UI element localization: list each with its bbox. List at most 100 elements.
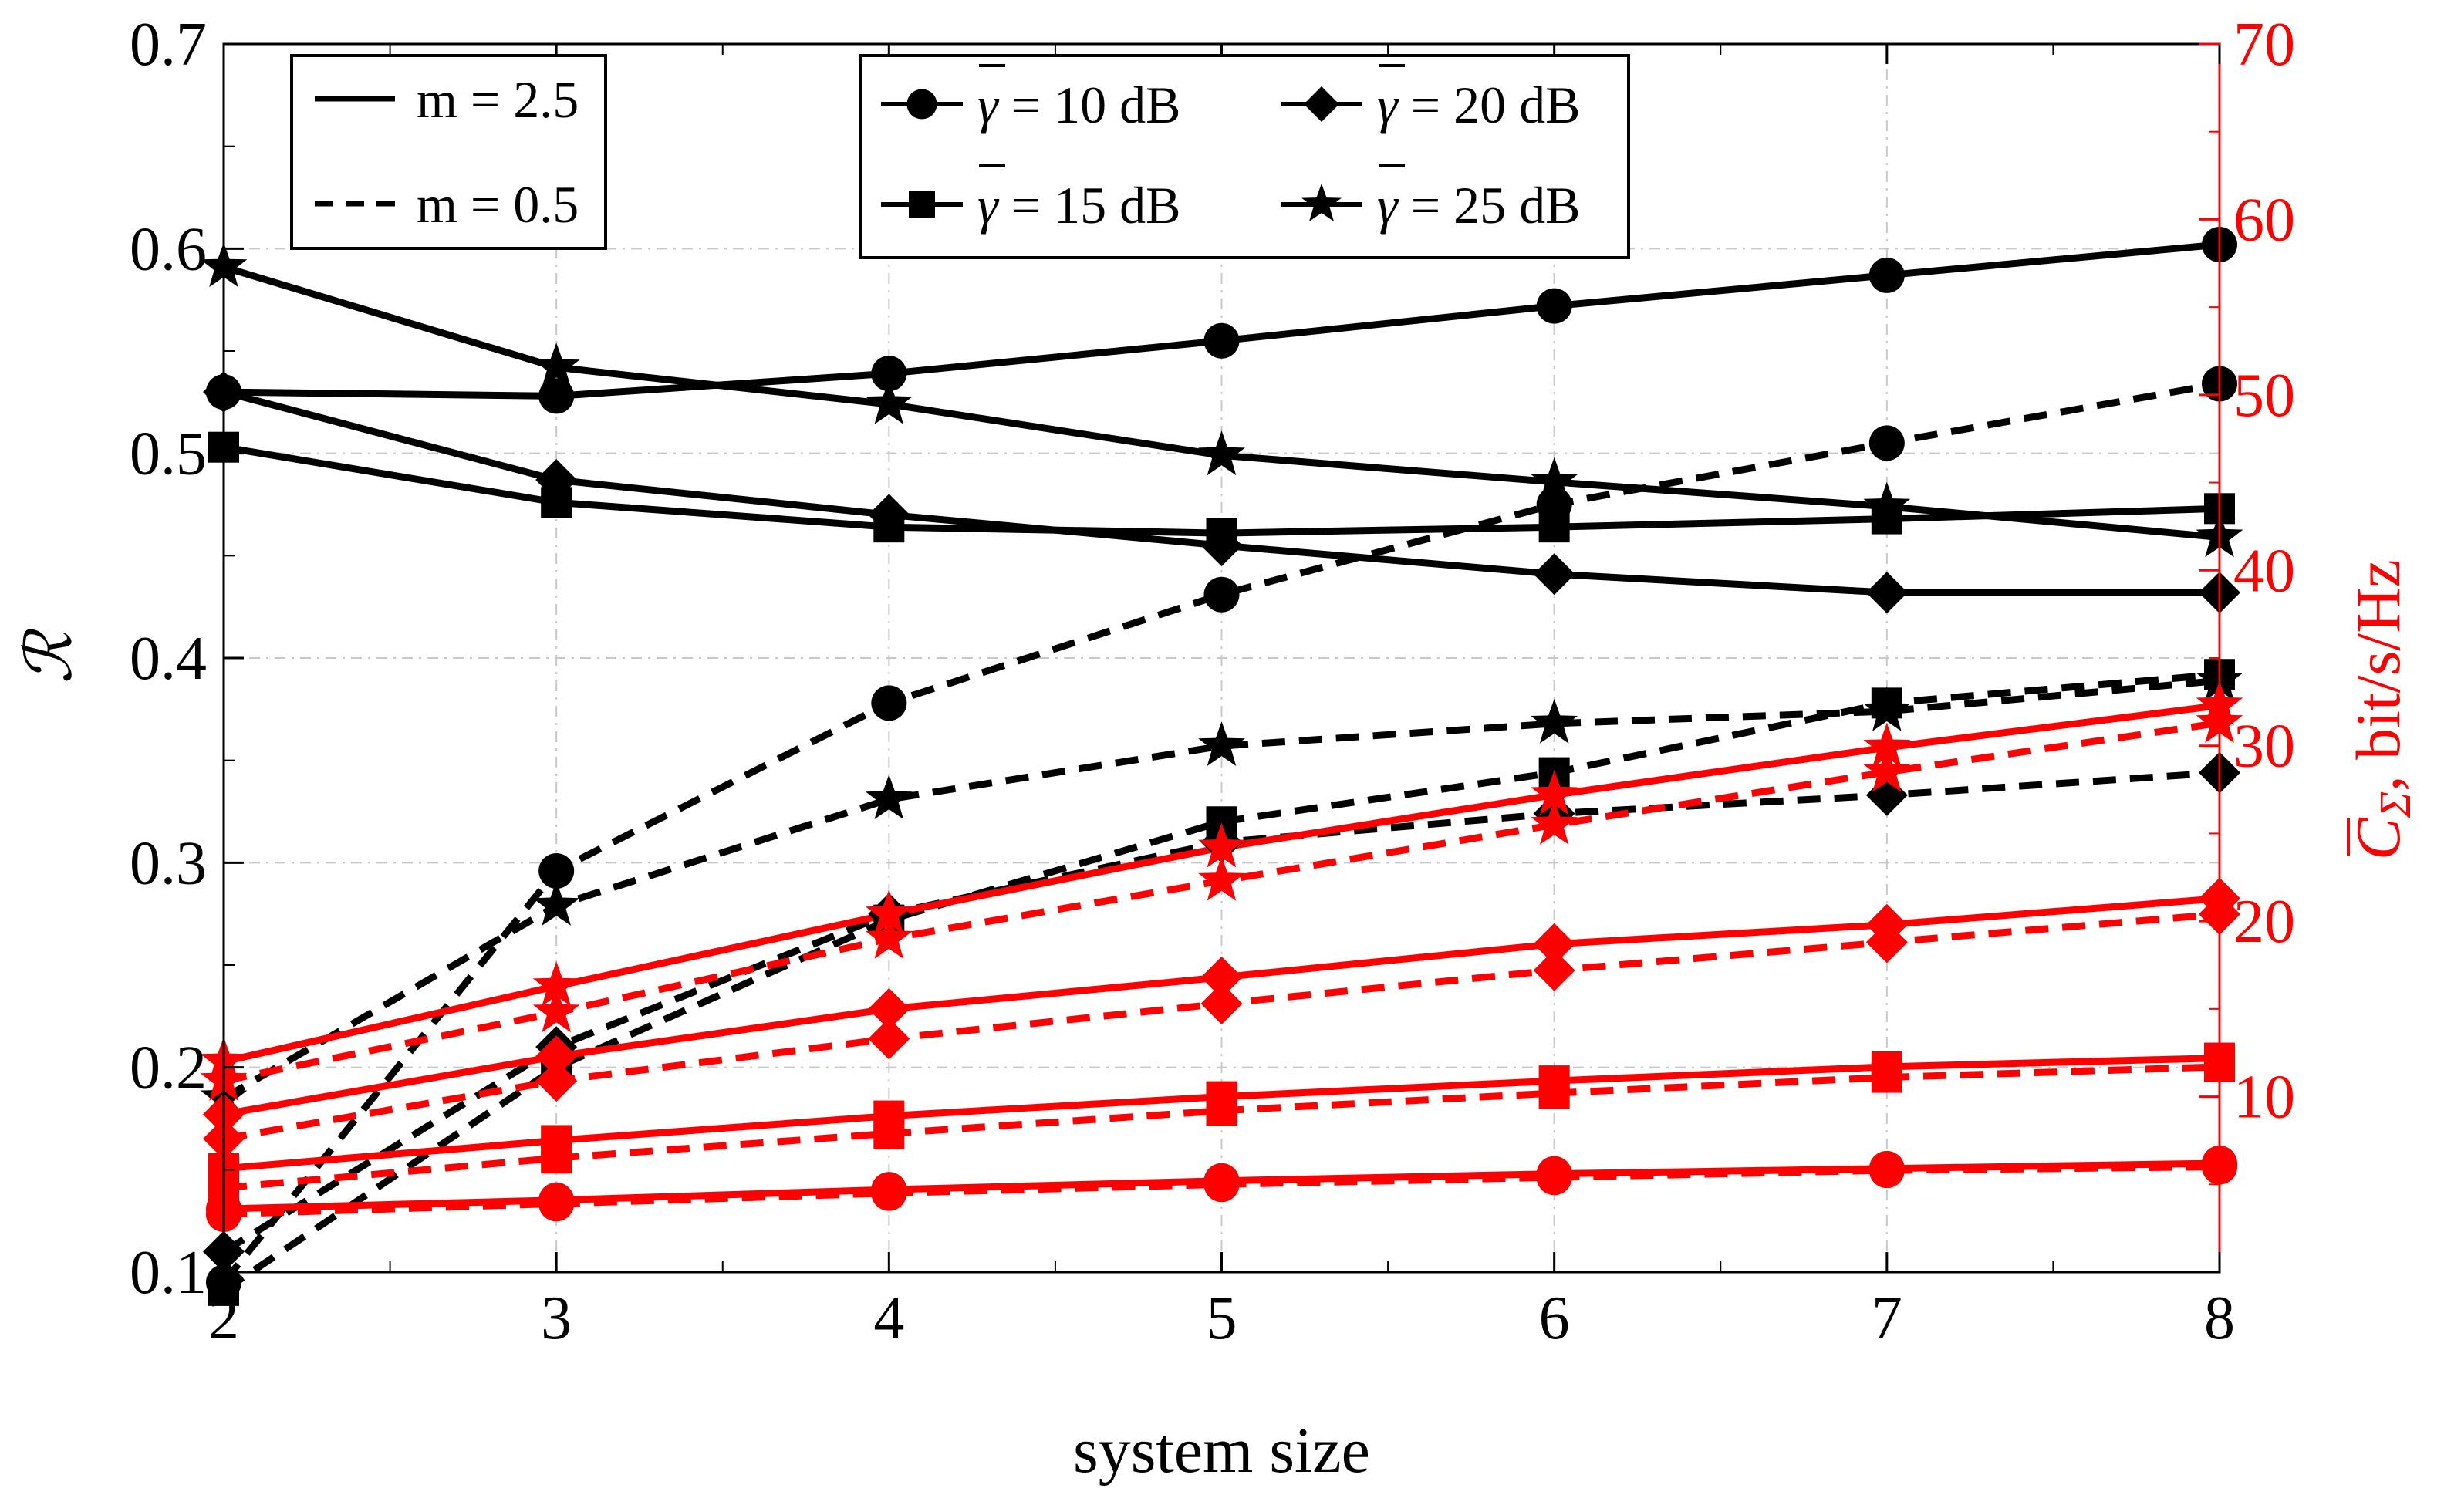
series-10-point-2	[868, 987, 910, 1030]
legend-gamma-label-0: γ = 10 dB	[977, 76, 1181, 134]
y-left-tick-label: 0.1	[130, 1239, 207, 1307]
series-14-point-2	[868, 1018, 910, 1060]
series-2-point-5	[1865, 572, 1908, 614]
x-tick-label: 4	[873, 1284, 904, 1352]
legend-m-label-1: m = 0.5	[417, 175, 579, 234]
y-right-tick-label: 10	[2233, 1064, 2295, 1132]
series-0-point-3	[1203, 322, 1240, 359]
legend-m-box	[290, 54, 607, 250]
y-left-tick-label: 0.3	[130, 829, 207, 897]
series-13-point-2	[873, 1118, 905, 1149]
y-right-tick-label: 70	[2233, 11, 2295, 79]
series-3-point-4	[1531, 457, 1578, 502]
y-right-label-rest: , bit/s/Hz	[2343, 559, 2413, 791]
y-right-label-main: C	[2343, 817, 2413, 860]
series-13-point-3	[1206, 1095, 1237, 1126]
series-4-point-2	[871, 685, 907, 721]
series-3-point-3	[1198, 430, 1245, 476]
x-tick-label: 3	[541, 1284, 572, 1352]
series-15-point-1	[532, 987, 580, 1033]
series-14-point-4	[1533, 949, 1575, 991]
y-right-tick-label: 30	[2233, 713, 2295, 781]
series-2-point-2	[868, 494, 910, 536]
y-left-tick-label: 0.5	[130, 420, 207, 488]
series-14-point-1	[535, 1060, 578, 1102]
series-15-point-5	[1863, 747, 1911, 792]
series-7-point-4	[1531, 698, 1578, 744]
legend-gamma-label-3: γ = 25 dB	[1377, 176, 1581, 235]
series-10-point-3	[1200, 956, 1243, 998]
y-right-tick-label: 20	[2233, 888, 2295, 956]
series-12-point-2	[871, 1175, 907, 1211]
x-tick-label: 5	[1207, 1284, 1237, 1352]
series-0-point-4	[1536, 288, 1572, 324]
series-11-point-2	[865, 889, 913, 934]
y-left-tick-label: 0.7	[130, 11, 207, 79]
y-left-axis-label: ℛ	[14, 629, 86, 684]
y-right-axis-label: CΣ, bit/s/Hz	[2343, 559, 2420, 860]
series-3-point-2	[865, 380, 913, 424]
series-11-point-4	[1531, 770, 1578, 815]
series-0-point-1	[538, 378, 575, 414]
series-2-point-1	[535, 459, 578, 501]
legend-gamma-label-2: γ = 20 dB	[1377, 76, 1581, 134]
series-14-point-5	[1865, 921, 1908, 964]
legend-gamma-value-3: = 25 dB	[1398, 176, 1581, 235]
series-3-point-5	[1863, 481, 1911, 527]
series-7-point-3	[1198, 721, 1245, 766]
series-5-point-0	[208, 1274, 239, 1306]
y-left-tick-label: 0.2	[130, 1034, 207, 1102]
y-right-label-text: CΣ, bit/s/Hz	[2343, 559, 2420, 860]
series-12-point-1	[538, 1186, 575, 1222]
series-0-point-5	[1868, 257, 1905, 293]
legend-gamma-marker-3	[1301, 183, 1342, 221]
x-axis-label: system size	[1073, 1415, 1370, 1487]
y-right-tick-label: 60	[2233, 186, 2295, 254]
series-2-point-3	[1200, 525, 1243, 567]
legend-gamma-value-2: = 20 dB	[1398, 76, 1581, 134]
series-4-point-3	[1203, 576, 1240, 613]
series-7-point-2	[865, 775, 913, 819]
series-15-point-3	[1198, 856, 1245, 901]
series-2-point-4	[1533, 553, 1575, 596]
series-11-point-5	[1863, 723, 1911, 768]
y-right-tick-label: 50	[2233, 362, 2295, 430]
y-left-tick-label: 0.4	[130, 625, 207, 693]
legend-gamma-symbol-2: γ	[1377, 76, 1399, 134]
legend-gamma-value-1: = 15 dB	[998, 176, 1181, 235]
x-tick-label: 8	[2204, 1284, 2235, 1352]
series-13-point-4	[1538, 1078, 1570, 1109]
series-10-point-1	[535, 1035, 578, 1078]
series-7-point-1	[532, 881, 580, 926]
legend-gamma-label-1: γ = 15 dB	[977, 176, 1181, 235]
legend-m-label-0: m = 2.5	[417, 70, 579, 129]
legend-gamma-box	[859, 54, 1630, 259]
series-11-point-1	[532, 961, 580, 1007]
axis-ticks: 2 3 4 5 6 7 8 0.1 0.2 0.3 0.4 0.5 0.6 0.7 10 20 30 40 50 60…	[130, 11, 2295, 1352]
series-0-point-2	[871, 356, 907, 392]
series-4-point-1	[538, 852, 575, 889]
series-10-point-4	[1533, 923, 1575, 965]
y-right-tick-label: 40	[2233, 537, 2295, 605]
legend-gamma-marker-2	[1304, 86, 1339, 122]
series-7-point-5	[1863, 687, 1911, 731]
x-tick-label: 6	[1539, 1284, 1570, 1352]
series-14-point-3	[1200, 983, 1243, 1025]
x-tick-label: 7	[1872, 1284, 1902, 1352]
series-4-point-4	[1536, 487, 1572, 522]
series-4-point-5	[1868, 425, 1905, 461]
legend-m: m = 2.5 m = 0.5	[290, 54, 607, 250]
series-12-point-5	[1868, 1153, 1905, 1189]
legend-gamma-symbol-0: γ	[977, 76, 1000, 134]
legend-gamma-marker-0	[906, 89, 937, 120]
legend-gamma-marker-1	[909, 191, 935, 218]
series-line-0	[223, 241, 2220, 400]
series-11-point-3	[1198, 822, 1245, 868]
legend-gamma: γ = 10 dBγ = 15 dBγ = 20 dBγ = 25 dB	[859, 54, 1630, 259]
series-13-point-5	[1871, 1061, 1902, 1093]
series-12-point-3	[1203, 1166, 1240, 1203]
legend-gamma-symbol-1: γ	[977, 176, 1000, 235]
series-15-point-2	[865, 913, 913, 959]
